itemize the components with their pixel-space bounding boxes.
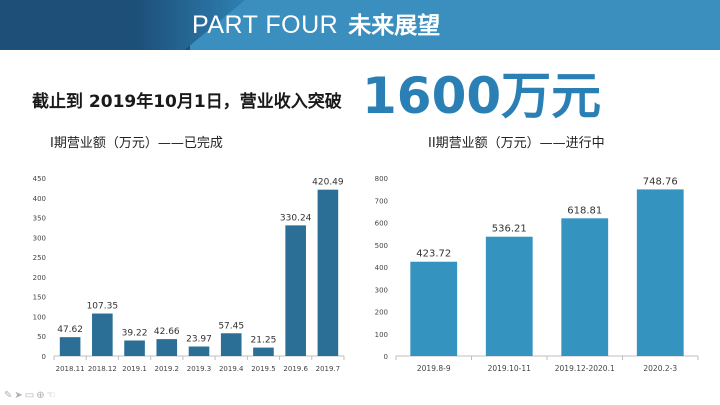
chart-phase-1: 0 50 100 150 200 250 300 350 400 450 47.62 2018.11 1… <box>12 164 352 386</box>
y-tick-label: 400 <box>33 195 46 203</box>
x-tick-label: 2019.12-2020.1 <box>555 364 615 373</box>
y-tick-label: 500 <box>375 242 388 250</box>
y-tick-label: 50 <box>37 333 46 341</box>
y-tick-label: 0 <box>384 353 388 361</box>
header-title-zh: 未来展望 <box>348 13 441 39</box>
y-tick-label: 300 <box>375 286 388 294</box>
chart-phase-2-svg: 0 100 200 300 400 500 600 700 800 423.72 2019.8-9 5… <box>375 175 699 373</box>
bar <box>410 261 458 356</box>
data-label: 39.22 <box>122 328 148 338</box>
y-tick-label: 800 <box>375 175 388 183</box>
y-tick-label: 400 <box>375 264 388 272</box>
bar <box>285 225 306 356</box>
data-label: 107.35 <box>87 302 119 312</box>
presentation-toolbar[interactable]: ✎➤▭⊕☜ <box>4 390 58 402</box>
y-tick-label: 700 <box>375 197 388 205</box>
y-tick-label: 300 <box>33 234 46 242</box>
y-tick-label: 100 <box>375 331 388 339</box>
pen-icon[interactable]: ✎ <box>4 390 15 401</box>
y-tick-label: 200 <box>375 309 388 317</box>
y-tick-label: 0 <box>42 353 46 361</box>
data-label: 748.76 <box>643 176 678 187</box>
data-label: 23.97 <box>186 335 212 345</box>
big-number: 1600万元 <box>362 67 602 125</box>
data-label: 47.62 <box>57 325 83 335</box>
x-tick-label: 2019.10-11 <box>488 364 531 373</box>
x-tick-label: 2018.11 <box>56 365 85 373</box>
x-tick-label: 2019.2 <box>155 365 180 373</box>
bar <box>636 189 684 356</box>
x-tick-label: 2018.12 <box>88 365 117 373</box>
chart-title-phase-2: II期营业额（万元）——进行中 <box>428 136 605 151</box>
zoom-icon[interactable]: ⊕ <box>36 390 47 401</box>
bar <box>124 340 145 356</box>
x-tick-label: 2019.5 <box>251 365 276 373</box>
data-label: 42.66 <box>154 327 180 337</box>
chart-phase-2: 0 100 200 300 400 500 600 700 800 423.72 2019.8-9 5… <box>366 164 706 386</box>
y-tick-label: 200 <box>33 274 46 282</box>
bar <box>317 189 339 356</box>
data-label: 536.21 <box>492 224 527 235</box>
hand-icon[interactable]: ☜ <box>46 390 58 401</box>
header-title-en: PART FOUR <box>192 11 339 39</box>
x-tick-label: 2020.2-3 <box>643 364 677 373</box>
data-label: 57.45 <box>218 321 244 331</box>
data-label: 618.81 <box>567 205 602 216</box>
x-tick-label: 2019.8-9 <box>417 364 451 373</box>
x-tick-label: 2019.7 <box>316 365 341 373</box>
headline: 截止到 2019年10月1日，营业收入突破 <box>32 92 342 112</box>
y-tick-label: 100 <box>33 313 46 321</box>
bar <box>156 339 178 356</box>
bar <box>220 333 242 356</box>
header-title: PART FOUR 未来展望 <box>192 8 440 42</box>
chart-title-phase-1: I期营业额（万元）——已完成 <box>50 136 223 151</box>
pointer-icon[interactable]: ➤ <box>14 390 25 401</box>
bar <box>188 346 210 356</box>
comment-icon[interactable]: ▭ <box>24 390 37 401</box>
bar <box>561 218 609 356</box>
y-tick-label: 150 <box>33 294 46 302</box>
data-label: 330.24 <box>280 213 312 223</box>
data-label: 21.25 <box>251 336 277 346</box>
bar <box>253 347 274 356</box>
bar <box>92 313 113 356</box>
x-tick-label: 2019.1 <box>122 365 147 373</box>
x-tick-label: 2019.6 <box>283 365 308 373</box>
x-tick-label: 2019.3 <box>187 365 212 373</box>
bar <box>59 337 81 356</box>
data-label: 423.72 <box>416 249 451 260</box>
y-tick-label: 250 <box>33 254 46 262</box>
chart-phase-1-svg: 0 50 100 150 200 250 300 350 400 450 47.62 2018.11 1… <box>33 175 345 373</box>
x-tick-label: 2019.4 <box>219 365 244 373</box>
data-label: 420.49 <box>312 178 344 188</box>
y-tick-label: 450 <box>33 175 46 183</box>
y-tick-label: 350 <box>33 215 46 223</box>
y-tick-label: 600 <box>375 220 388 228</box>
bar <box>485 236 533 356</box>
